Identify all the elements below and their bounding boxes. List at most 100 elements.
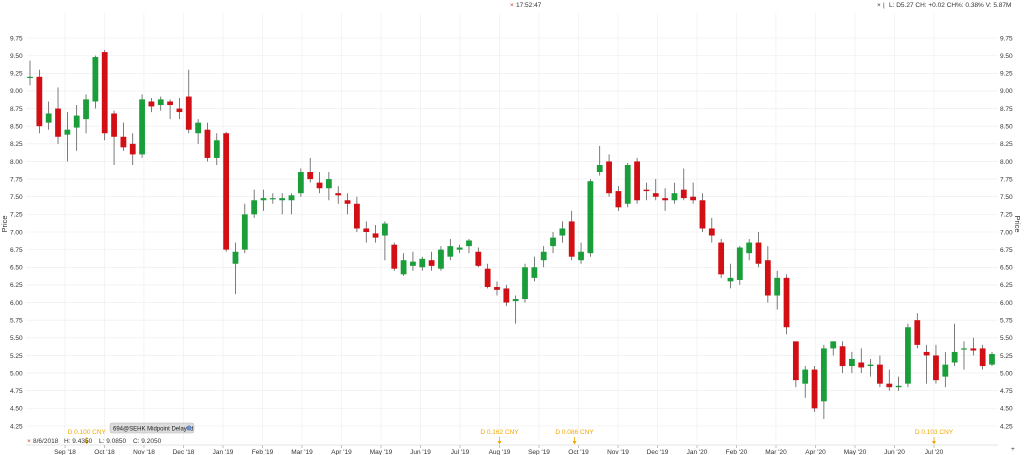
y-tick-label-right: 6.50 — [1000, 265, 1013, 272]
y-tick-label-left: 9.50 — [10, 53, 23, 60]
candle — [27, 60, 33, 86]
candle — [157, 96, 164, 111]
candle-body-down — [615, 191, 622, 208]
y-tick-label-left: 5.25 — [10, 353, 23, 360]
candle-body-down — [475, 251, 482, 266]
candle — [849, 351, 855, 374]
candle-body-up — [736, 247, 743, 280]
candle-body-up — [325, 179, 332, 189]
candle — [877, 355, 883, 388]
candle-body-up — [92, 57, 99, 102]
y-tick-label-right: 7.75 — [1000, 176, 1013, 183]
candle — [438, 246, 444, 271]
candle — [895, 376, 902, 391]
candle-series — [27, 49, 995, 419]
header-time: 17:52:47 — [516, 2, 542, 9]
corner-plus-icon[interactable]: + — [1011, 446, 1015, 453]
candle-body-down — [718, 242, 725, 275]
candle — [148, 97, 155, 113]
candle — [624, 162, 631, 208]
candle-body-down — [708, 228, 715, 236]
candle — [671, 182, 678, 204]
y-tick-label-left: 6.00 — [10, 300, 23, 307]
dividend-arrow-icon — [572, 441, 577, 445]
candle — [540, 246, 547, 268]
candle-body-down — [652, 193, 659, 197]
candle — [811, 366, 818, 412]
candle-body-down — [36, 76, 43, 127]
y-tick-label-left: 4.75 — [10, 388, 23, 395]
close-marker[interactable]: × — [510, 2, 514, 9]
y-tick-label-right: 9.00 — [1000, 88, 1013, 95]
candle — [204, 122, 211, 162]
candle-body-up — [559, 228, 566, 236]
x-axis: Sep '18 Oct '18 Nov '18 Dec '18 Jan '19 Feb '… — [26, 444, 998, 455]
candle-body-up — [260, 198, 267, 201]
header-stats: L: D5.27 CH: +0.02 CH%: 0.38% V: 5.87M — [889, 2, 1011, 9]
candle-body-down — [634, 161, 640, 201]
candle — [961, 341, 967, 370]
candle — [45, 101, 52, 130]
candle-body-down — [353, 203, 360, 229]
y-axis-title-left: Price — [0, 215, 9, 232]
candle-body-up — [438, 249, 444, 269]
candle — [251, 189, 258, 218]
x-tick-label: Apr '20 — [805, 449, 826, 455]
candle — [353, 196, 360, 232]
candle-body-up — [447, 246, 454, 257]
x-tick-label: Oct '19 — [568, 449, 589, 455]
candle-body-up — [73, 115, 80, 128]
candle-body-down — [792, 341, 799, 381]
candle — [578, 242, 584, 264]
candle — [979, 344, 986, 370]
footer-close-marker[interactable]: × — [27, 438, 31, 445]
dividend-label: D 0.100 CNY — [68, 429, 107, 436]
candle-body-down — [335, 193, 342, 196]
candle-body-down — [120, 136, 127, 148]
candle-body-up — [820, 348, 827, 402]
x-tick-label: Feb '20 — [726, 449, 748, 455]
candle — [410, 251, 416, 271]
candle-body-up — [27, 76, 33, 78]
candle-body-down — [204, 129, 211, 158]
dividend-label: D 0.162 CNY — [480, 429, 519, 436]
candle-body-down — [148, 101, 155, 107]
x-tick-label: Mar '20 — [765, 449, 787, 455]
symbol-label[interactable]: 694@SEHK Midpoint Delayed — [109, 422, 195, 434]
dividend-label: D 0.103 CNY — [915, 429, 954, 436]
dividend-marker[interactable]: D 0.162 CNY — [480, 429, 519, 445]
candle-body-down — [970, 348, 977, 351]
candle — [176, 97, 183, 120]
candle — [755, 232, 762, 268]
candle-body-down — [858, 362, 865, 368]
dividend-marker[interactable]: D 0.100 CNY — [68, 429, 107, 445]
y-tick-label-right: 8.25 — [1000, 141, 1013, 148]
candle — [269, 193, 276, 204]
candle — [447, 239, 454, 261]
candle — [933, 344, 939, 384]
candle — [606, 154, 612, 197]
candle — [382, 221, 388, 261]
dividend-marker[interactable]: D 0.086 CNY — [555, 429, 594, 445]
candle-body-up — [419, 258, 426, 268]
candle-body-down — [979, 348, 986, 367]
dividend-marker[interactable]: D 0.103 CNY — [915, 429, 954, 445]
candle-body-up — [942, 364, 949, 377]
candle-body-up — [802, 369, 809, 384]
candle-body-up — [400, 260, 407, 275]
gear-icon[interactable] — [186, 425, 192, 431]
candle — [120, 122, 127, 151]
candle-body-down — [933, 355, 939, 381]
x-tick-label: May '19 — [370, 449, 393, 455]
candle-body-up — [522, 267, 528, 300]
candle-body-up — [456, 247, 463, 250]
candle-body-up — [232, 251, 239, 264]
candle — [129, 133, 136, 165]
candle — [494, 281, 500, 296]
candle-body-up — [596, 164, 603, 173]
candle-body-up — [624, 164, 631, 204]
footer-date: 8/6/2018 — [33, 438, 59, 445]
candle — [512, 295, 519, 324]
stats-close-marker[interactable]: × — [877, 2, 881, 9]
y-tick-label-right: 8.00 — [1000, 159, 1013, 166]
